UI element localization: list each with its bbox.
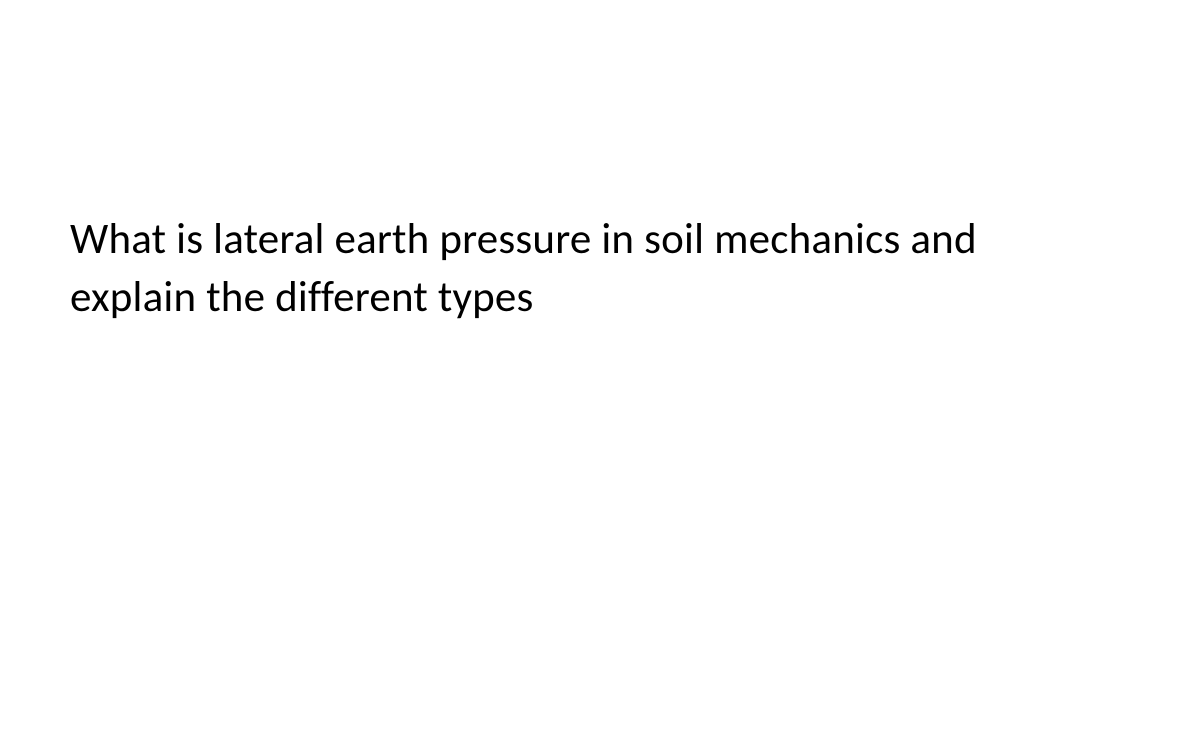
question-text: What is lateral earth pressure in soil m… [70,210,1110,326]
